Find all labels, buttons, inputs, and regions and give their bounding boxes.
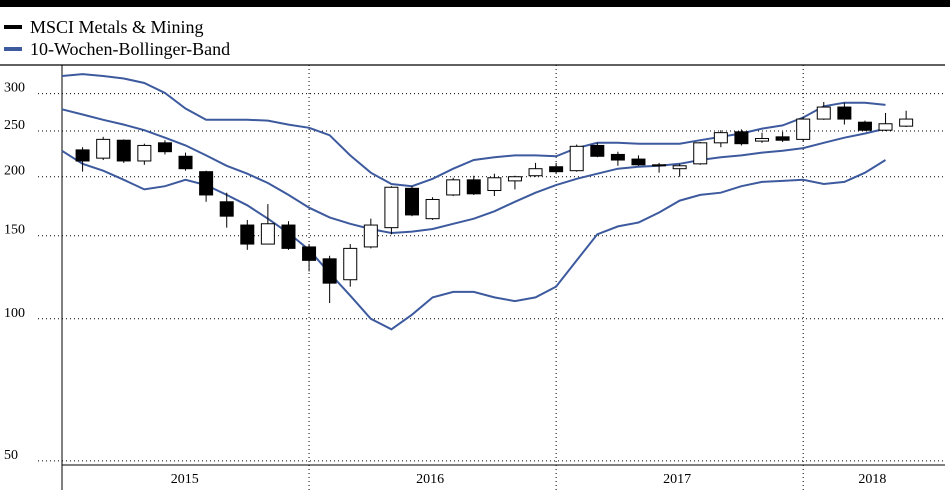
top-bar [0, 0, 950, 7]
candle-body [775, 136, 790, 141]
candle-body [631, 158, 646, 166]
candle-body [796, 118, 811, 140]
candle-body [755, 138, 770, 142]
candle-body [384, 186, 399, 229]
y-tick-label: 250 [4, 118, 25, 133]
candle-body [446, 179, 461, 196]
candle-body [487, 177, 502, 192]
candle-body [734, 131, 749, 145]
y-tick-label: 150 [4, 223, 25, 238]
candle-body [816, 106, 831, 120]
candle-body [569, 145, 584, 172]
candle-body [425, 198, 440, 220]
candle-body [837, 106, 852, 120]
candle-body [549, 166, 564, 173]
candle-body [713, 132, 728, 144]
y-tick-label: 200 [4, 164, 25, 179]
candle-body [260, 223, 275, 245]
candle-body [878, 123, 893, 131]
candle-body [507, 176, 522, 182]
candle-body [590, 144, 605, 157]
candle-body [302, 246, 317, 261]
candle-body [137, 144, 152, 162]
legend-label: 10-Wochen-Bollinger-Band [30, 39, 230, 59]
candle-body [75, 149, 90, 162]
candle-body [466, 179, 481, 195]
candle-body [652, 164, 667, 167]
candle-body [610, 153, 625, 161]
candle-body [281, 224, 296, 249]
candle-body [363, 224, 378, 248]
candle-body [857, 121, 872, 131]
candle-body [178, 155, 193, 170]
candle-body [693, 142, 708, 165]
candle-body [240, 224, 255, 245]
candle-body [322, 258, 337, 284]
legend-label: MSCI Metals & Mining [30, 17, 204, 37]
candle-body [899, 118, 914, 127]
x-tick-label: 2016 [416, 472, 444, 487]
candle-body [405, 187, 420, 216]
y-tick-label: 100 [4, 306, 25, 321]
candle-body [116, 139, 131, 162]
candle-body [672, 165, 687, 170]
candle-body [219, 201, 234, 217]
candle-body [199, 171, 214, 196]
candle-body [528, 168, 543, 177]
candle-body [343, 247, 358, 281]
x-tick-label: 2015 [171, 472, 199, 487]
y-tick-label: 300 [4, 81, 25, 96]
candle-body [96, 138, 111, 159]
bollinger-band [61, 108, 886, 235]
y-tick-label: 50 [4, 448, 18, 463]
x-tick-label: 2018 [858, 472, 886, 487]
x-tick-label: 2017 [663, 472, 691, 487]
candle-body [157, 142, 172, 153]
